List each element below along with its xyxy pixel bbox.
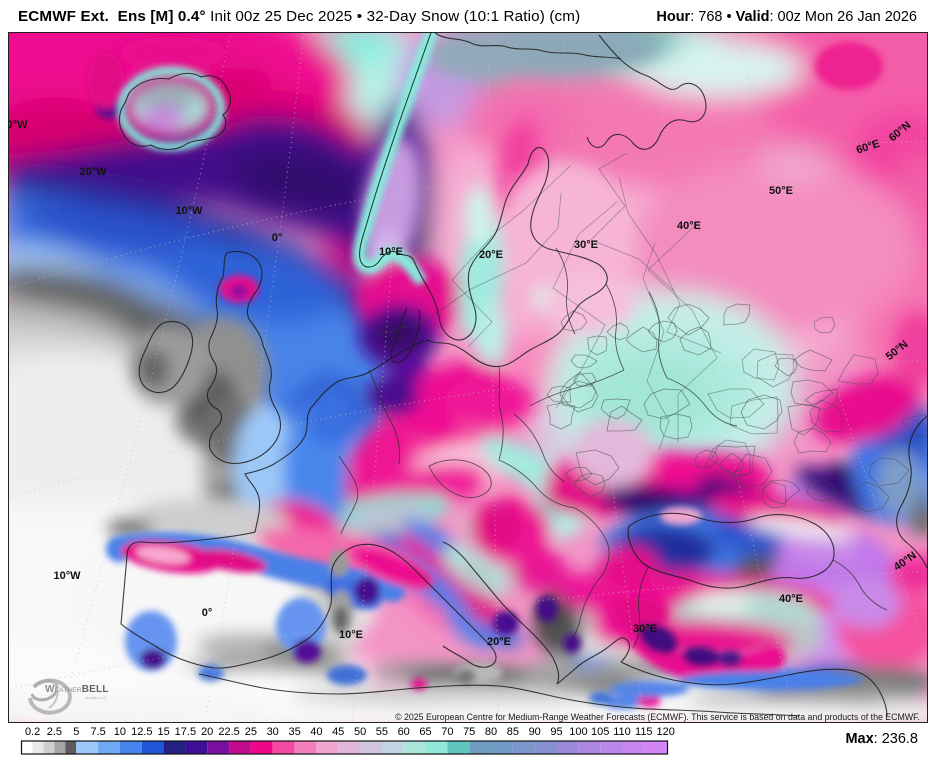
svg-text:20°E: 20°E [487, 636, 511, 648]
svg-text:20°E: 20°E [479, 249, 503, 261]
svg-text:30°E: 30°E [574, 239, 598, 251]
svg-text:0°: 0° [272, 232, 283, 244]
svg-text:50°E: 50°E [769, 185, 793, 197]
svg-text:40°E: 40°E [677, 220, 701, 232]
svg-text:0°: 0° [202, 607, 213, 619]
svg-text:10°E: 10°E [379, 246, 403, 258]
svg-text:Analytics LLC: Analytics LLC [85, 696, 107, 700]
svg-text:30°E: 30°E [633, 623, 657, 635]
svg-text:© 2025 European Centre for Med: © 2025 European Centre for Medium-Range … [395, 712, 920, 722]
svg-text:10°W: 10°W [53, 570, 81, 582]
svg-text:10°E: 10°E [339, 629, 363, 641]
svg-text:10°W: 10°W [175, 205, 203, 217]
svg-text:20°W: 20°W [79, 166, 107, 178]
svg-text:0°W: 0°W [9, 119, 28, 131]
svg-text:40°E: 40°E [779, 593, 803, 605]
svg-text:WEATHERBELL: WEATHERBELL [45, 684, 109, 695]
